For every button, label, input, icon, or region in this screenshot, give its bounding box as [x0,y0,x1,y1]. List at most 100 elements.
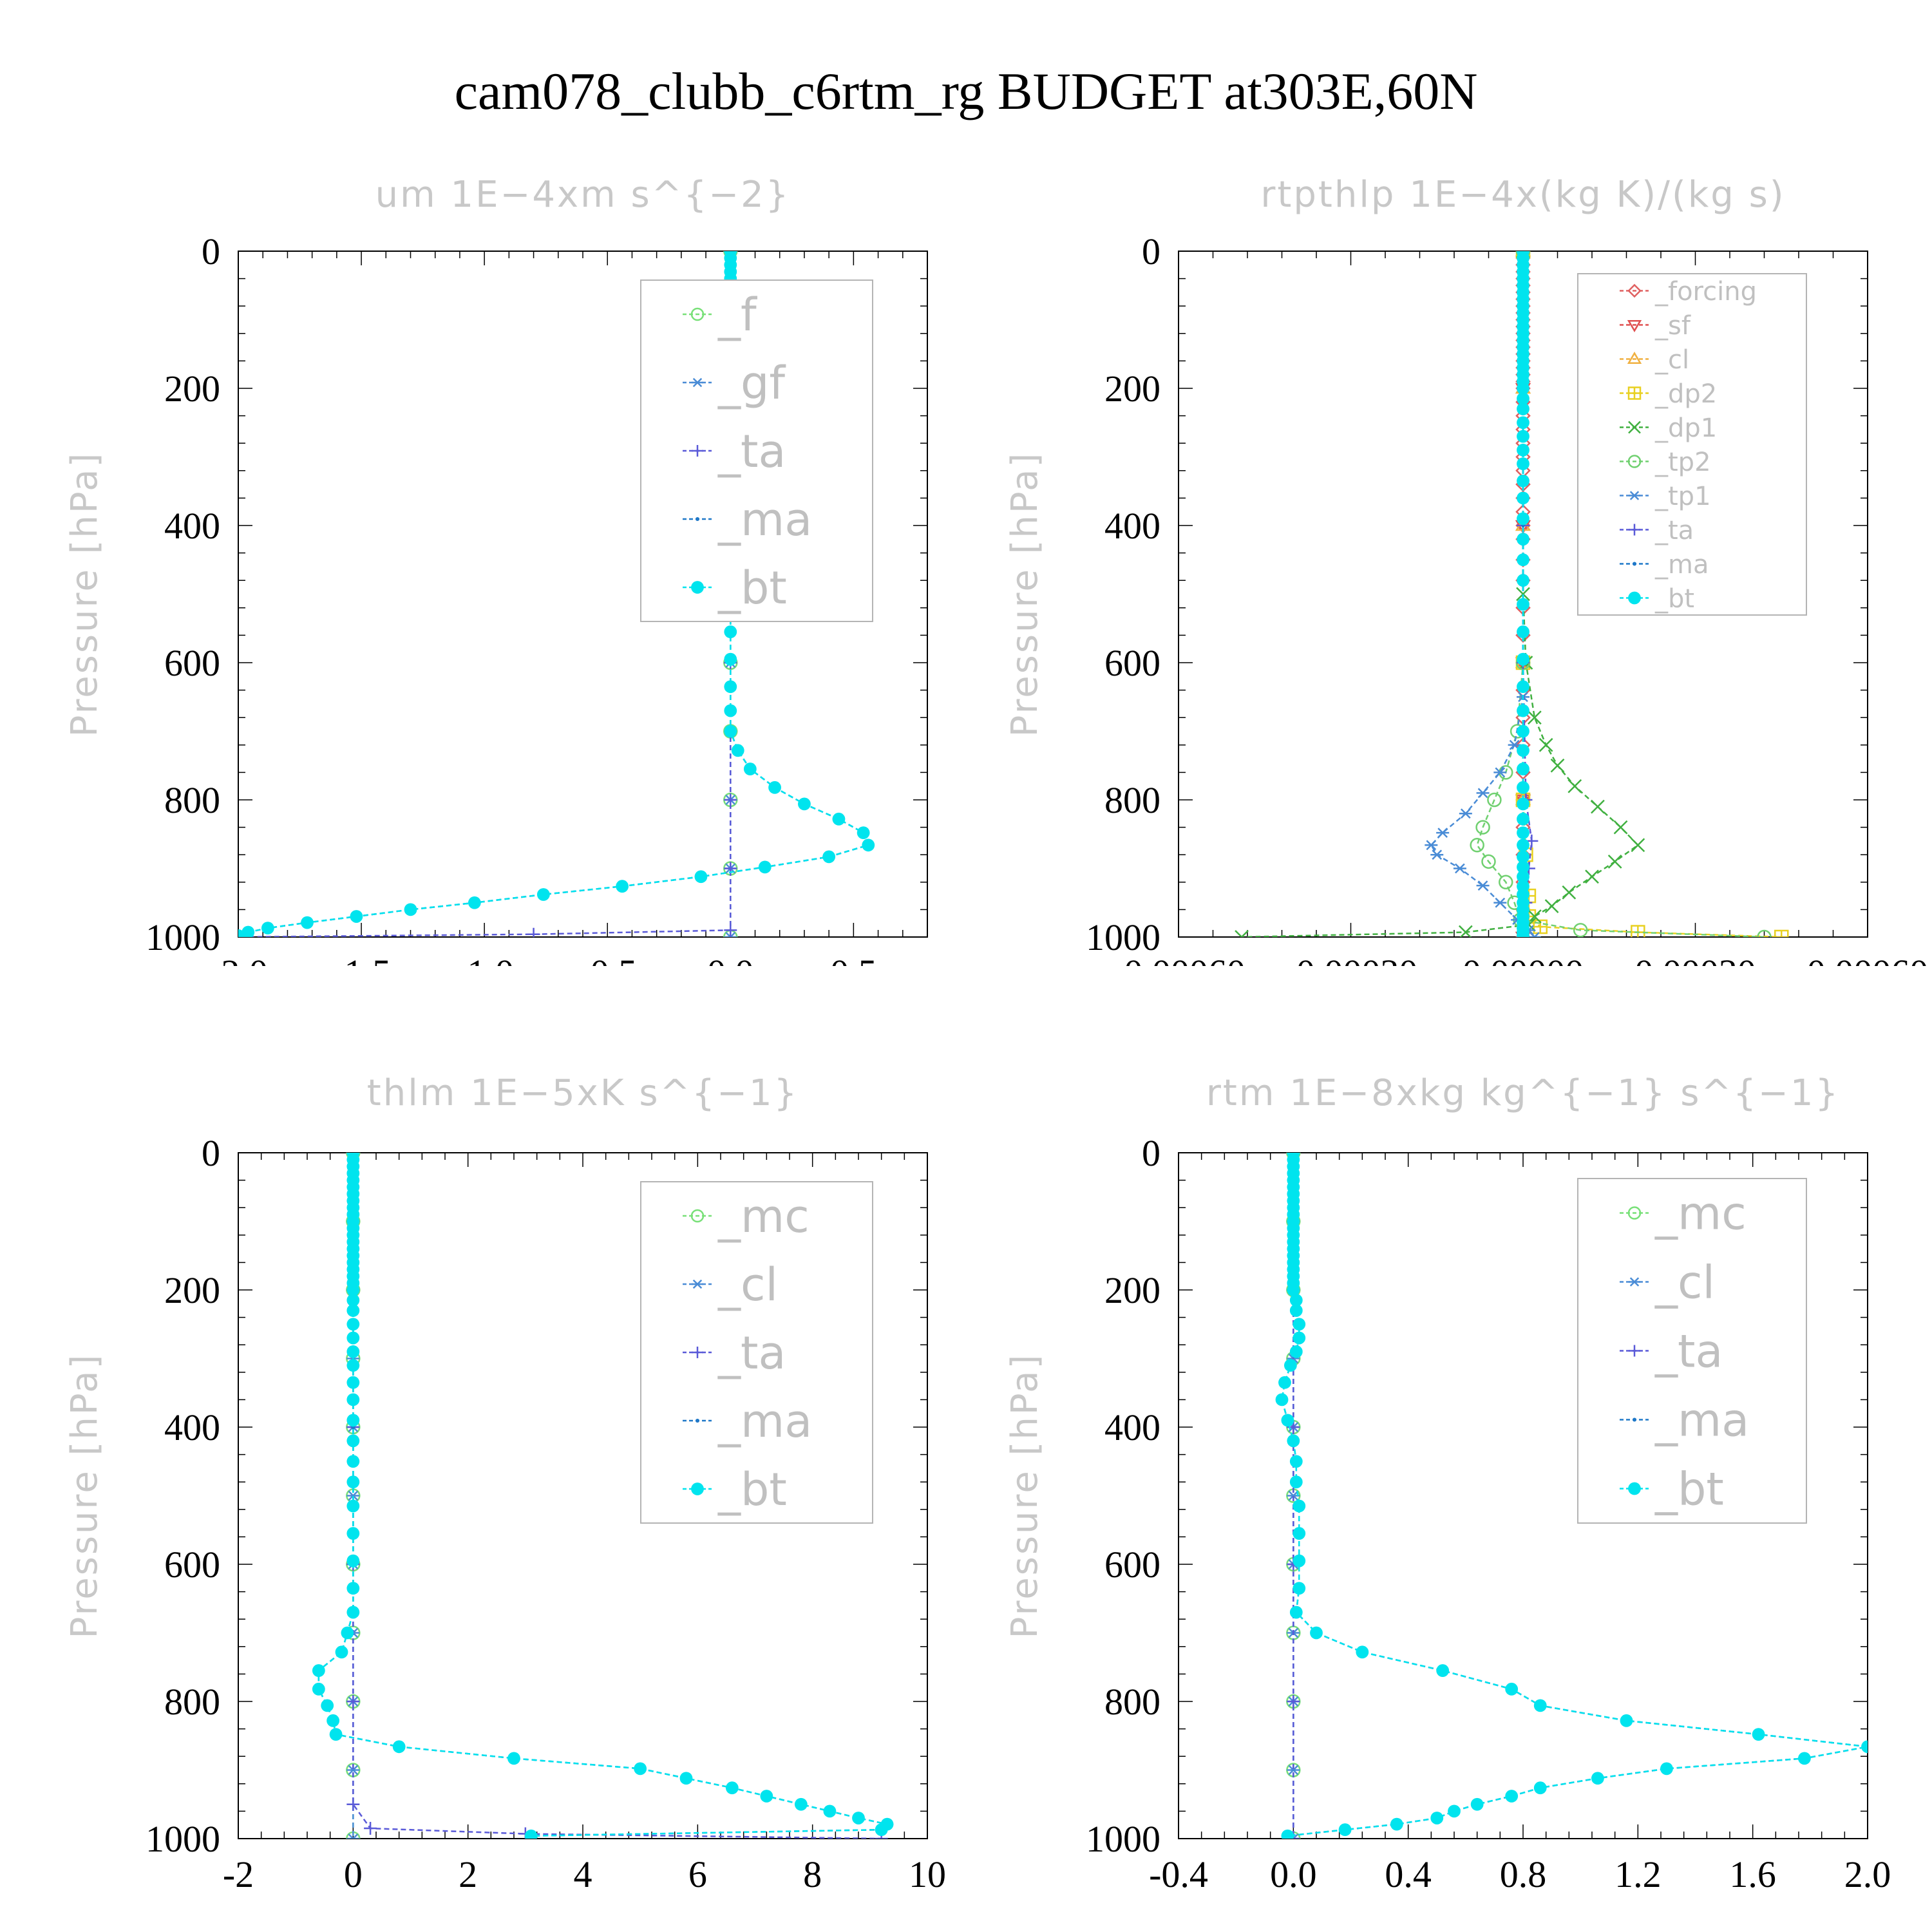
legend-entry: _bt [683,1463,787,1516]
data-point [1453,863,1466,874]
data-point [1517,474,1530,488]
legend-entry: _ta [683,425,786,478]
data-point [346,1376,360,1389]
data-point [1278,1376,1291,1389]
data-point [1430,1812,1444,1824]
data-point [1544,899,1559,913]
data-point [346,1475,360,1489]
data-point [760,1790,773,1803]
panel-title: rtm 1E−8xkg kg^{−1} s^{−1} [1206,1072,1841,1114]
series-bt [312,1153,894,1839]
data-point [1591,799,1605,814]
data-point [1476,788,1490,799]
data-point [1660,1762,1673,1776]
data-point [1517,402,1530,415]
data-point [346,1695,360,1708]
data-point [1517,382,1530,395]
x-tick-label: 2 [459,1853,477,1895]
axis-ticks [238,1152,928,1839]
legend-entry: _sf [1620,311,1691,341]
axis-ticks [238,251,928,938]
data-point [1459,808,1472,819]
data-point [1517,430,1530,443]
data-point [616,880,629,893]
series-dp1 [1235,251,1645,937]
data-point [1516,587,1530,601]
data-point [1517,553,1530,567]
data-point [346,1359,360,1372]
data-point [798,797,811,811]
data-point [1310,1626,1323,1640]
legend-label: _bt [717,562,787,614]
data-point [1481,854,1496,869]
legend-label: _gf [717,357,786,410]
data-point [1533,1781,1547,1795]
data-point [1517,574,1530,587]
y-tick-label: 0 [202,231,220,272]
legend-label: _dp1 [1654,413,1717,443]
legend-entry: _ta [1620,1325,1723,1378]
y-tick-label: 400 [164,505,220,547]
data-point [724,704,737,717]
data-point [346,1833,360,1839]
y-tick-label: 1000 [1086,916,1160,958]
data-point [1517,744,1530,757]
legend-entry: _cl [683,1258,778,1311]
x-tick-label: 0.0 [1270,1853,1317,1895]
data-point [1505,1682,1519,1696]
legend-label: _ta [1654,516,1694,545]
data-point [724,932,737,937]
legend-entry: _ma [1620,1394,1749,1447]
legend-entry: _dp2 [1620,379,1717,409]
data-point [1293,1527,1306,1540]
data-point [862,838,875,852]
data-point [1607,854,1622,869]
data-point [1390,1817,1403,1831]
data-point [1774,929,1789,937]
x-tick-label: 1.6 [1729,1853,1776,1895]
x-tick-label: 10 [909,1853,946,1895]
data-point [875,1823,888,1837]
y-axis-label: Pressure [hPa] [1004,1353,1046,1639]
main-title: cam078_clubb_c6rtm_rg BUDGET at303E,60N [454,62,1478,120]
data-point [724,625,737,638]
y-tick-label: 800 [164,1681,220,1723]
y-tick-label: 800 [1104,779,1160,821]
x-tick-label: 6 [688,1853,707,1895]
x-tick-label: -0.4 [1149,1853,1208,1895]
data-point [1517,392,1530,405]
data-point [679,1772,693,1785]
data-point [350,910,363,923]
data-point [1338,1823,1352,1837]
legend-label: _ma [1654,1394,1749,1447]
data-point [1517,704,1530,717]
legend-entry: _mc [1620,1188,1747,1240]
y-tick-label: 600 [164,1544,220,1586]
data-point [1287,1283,1300,1296]
data-point [1798,1752,1811,1765]
legend-entry: _tp2 [1620,448,1711,477]
data-point [1533,1699,1547,1712]
x-tick-label: -0.00060 [1112,952,1245,966]
legend-label: _forcing [1654,277,1757,307]
data-point [346,1554,360,1567]
data-point [1517,781,1530,794]
legend-label: _ta [717,1327,786,1379]
data-point [346,1331,360,1345]
data-point [1539,737,1553,752]
legend-entry: _gf [683,357,786,410]
data-point [321,1699,334,1712]
legend-label: _bt [717,1463,787,1516]
data-point [1436,1664,1450,1677]
panel-thlm: thlm 1E−5xK s^{−1} 0 200 400 600 800 1000 -2 0 2… [0,902,966,1932]
legend-label: _cl [1654,1256,1715,1309]
y-tick-label: 400 [1104,505,1160,547]
x-tick-label: -0.5 [578,952,637,966]
data-point [468,896,481,909]
data-point [346,1499,360,1513]
x-tick-label: -0.00030 [1284,952,1418,966]
data-point [1293,1499,1306,1513]
data-point [527,927,540,937]
x-tick-label: 8 [803,1853,822,1895]
data-point [725,1781,739,1795]
